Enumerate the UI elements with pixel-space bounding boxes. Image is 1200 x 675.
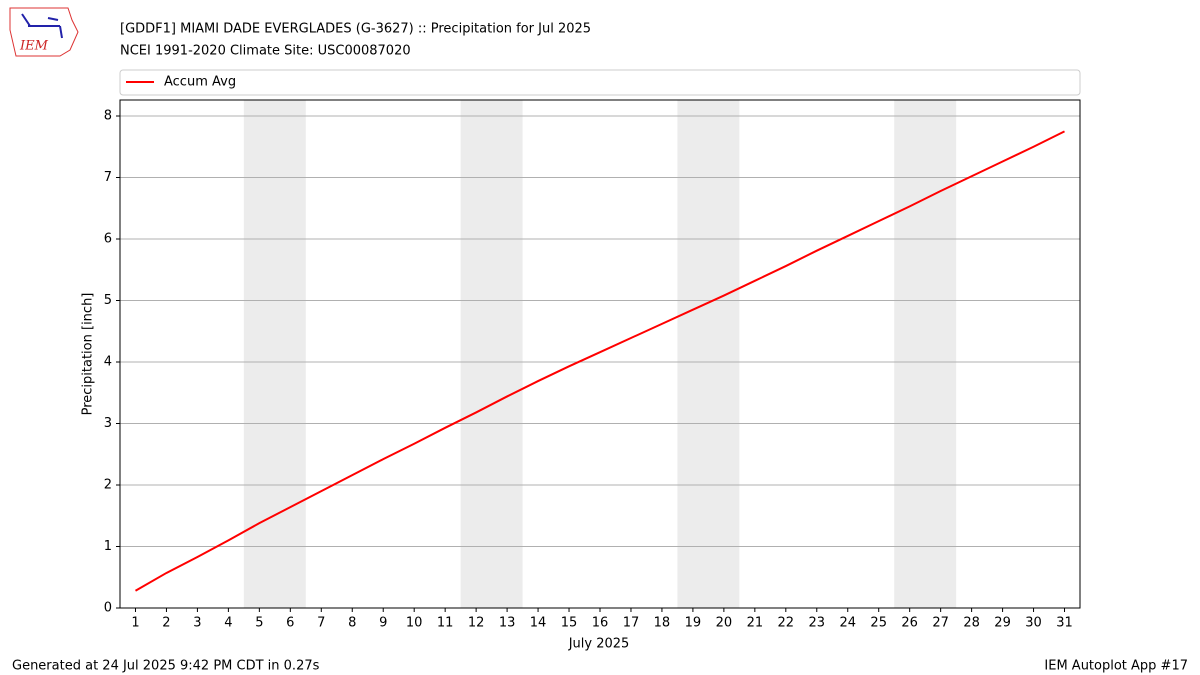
y-tick-label: 7 [104, 170, 112, 185]
y-tick-label: 3 [104, 416, 112, 431]
x-tick-label: 5 [255, 616, 263, 631]
x-tick-label: 1 [131, 616, 139, 631]
x-tick-label: 24 [839, 616, 856, 631]
logo-text: IEM [19, 39, 49, 54]
y-axis-label: Precipitation [inch] [81, 293, 96, 416]
x-tick-label: 19 [685, 616, 702, 631]
x-tick-label: 21 [747, 616, 764, 631]
y-tick-label: 5 [104, 293, 112, 308]
x-tick-label: 9 [379, 616, 387, 631]
series-line [134, 130, 1065, 592]
x-tick-label: 14 [530, 616, 547, 631]
weekend-band [677, 100, 740, 608]
x-tick-label: 16 [592, 616, 609, 631]
x-tick-label: 31 [1056, 616, 1073, 631]
x-tick-label: 8 [348, 616, 356, 631]
x-tick-label: 7 [317, 616, 325, 631]
x-tick-label: 12 [468, 616, 485, 631]
y-tick-label: 1 [104, 539, 112, 554]
x-tick-label: 26 [901, 616, 918, 631]
x-tick-label: 6 [286, 616, 294, 631]
x-tick-label: 27 [932, 616, 949, 631]
y-tick-label: 0 [104, 601, 112, 616]
legend-box [119, 69, 1081, 96]
x-tick-label: 10 [406, 616, 423, 631]
footer-right: IEM Autoplot App #17 [1044, 659, 1188, 674]
x-tick-label: 2 [162, 616, 170, 631]
x-tick-label: 11 [437, 616, 454, 631]
weekend-band [894, 100, 957, 608]
footer-left: Generated at 24 Jul 2025 9:42 PM CDT in … [12, 659, 320, 674]
weekend-band [460, 100, 523, 608]
weekend-band [243, 100, 306, 608]
x-tick-label: 25 [870, 616, 887, 631]
x-tick-label: 17 [623, 616, 640, 631]
x-axis-label: July 2025 [568, 637, 630, 652]
x-tick-label: 18 [654, 616, 671, 631]
y-tick-label: 6 [104, 231, 112, 246]
y-tick-label: 4 [104, 354, 112, 369]
x-tick-label: 15 [561, 616, 578, 631]
y-tick-label: 8 [104, 108, 112, 123]
legend-label: Accum Avg [164, 75, 236, 90]
x-tick-label: 13 [499, 616, 516, 631]
x-tick-label: 4 [224, 616, 232, 631]
chart-subtitle: NCEI 1991-2020 Climate Site: USC00087020 [120, 44, 411, 59]
x-tick-label: 3 [193, 616, 201, 631]
chart-title: [GDDF1] MIAMI DADE EVERGLADES (G-3627) :… [120, 22, 591, 37]
x-tick-label: 22 [778, 616, 795, 631]
x-tick-label: 28 [963, 616, 980, 631]
logo: IEM [9, 7, 79, 57]
x-tick-label: 29 [994, 616, 1011, 631]
y-tick-label: 2 [104, 477, 112, 492]
x-tick-label: 20 [716, 616, 733, 631]
plot-frame [119, 99, 1081, 609]
x-tick-label: 23 [809, 616, 826, 631]
x-tick-label: 30 [1025, 616, 1042, 631]
